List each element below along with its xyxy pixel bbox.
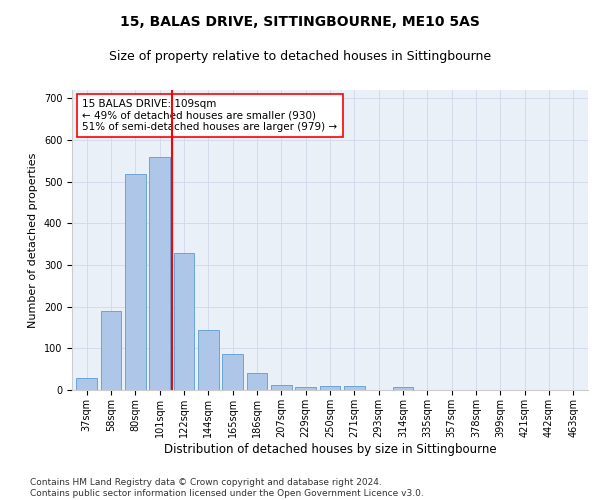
Bar <box>198 330 218 390</box>
Bar <box>392 386 413 390</box>
Bar <box>101 311 121 390</box>
Bar <box>320 386 340 390</box>
Bar <box>271 384 292 390</box>
Y-axis label: Number of detached properties: Number of detached properties <box>28 152 38 328</box>
X-axis label: Distribution of detached houses by size in Sittingbourne: Distribution of detached houses by size … <box>164 442 496 456</box>
Bar <box>173 254 194 390</box>
Text: 15, BALAS DRIVE, SITTINGBOURNE, ME10 5AS: 15, BALAS DRIVE, SITTINGBOURNE, ME10 5AS <box>120 15 480 29</box>
Bar <box>247 374 268 390</box>
Bar <box>149 156 170 390</box>
Text: 15 BALAS DRIVE: 109sqm
← 49% of detached houses are smaller (930)
51% of semi-de: 15 BALAS DRIVE: 109sqm ← 49% of detached… <box>82 99 337 132</box>
Bar <box>222 354 243 390</box>
Bar <box>295 386 316 390</box>
Bar <box>76 378 97 390</box>
Text: Contains HM Land Registry data © Crown copyright and database right 2024.
Contai: Contains HM Land Registry data © Crown c… <box>30 478 424 498</box>
Bar <box>344 386 365 390</box>
Bar <box>125 174 146 390</box>
Text: Size of property relative to detached houses in Sittingbourne: Size of property relative to detached ho… <box>109 50 491 63</box>
